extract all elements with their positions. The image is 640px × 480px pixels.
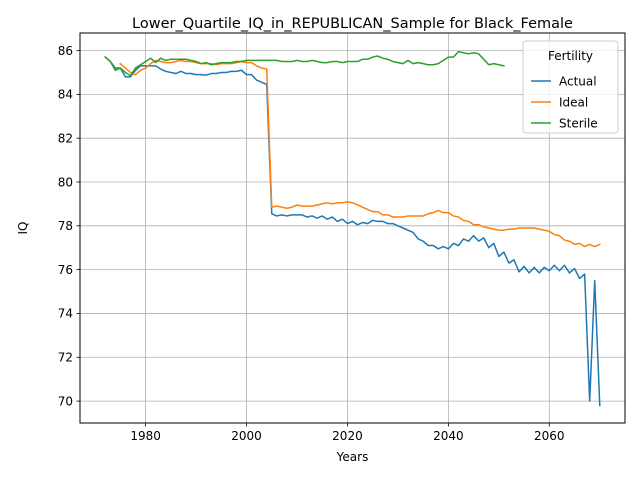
series-lines: [104, 50, 601, 407]
plot-frame: [79, 32, 626, 424]
series-line-sterile: [104, 50, 505, 77]
y-tick-label: 84: [58, 88, 73, 102]
legend-label-actual: Actual: [559, 74, 597, 88]
chart-title: Lower_Quartile_IQ_in_REPUBLICAN_Sample f…: [132, 16, 573, 32]
axis-ticks: 1980 2000 2020 2040 2060 70 72 74 76 78 80 82 84 86: [58, 44, 565, 443]
x-tick-label: 2000: [231, 429, 262, 443]
y-tick-label: 76: [58, 263, 73, 277]
series-line-actual: [104, 56, 601, 407]
legend-title: Fertility: [548, 49, 593, 63]
x-tick-label: 2020: [332, 429, 363, 443]
x-tick-label: 2060: [534, 429, 565, 443]
x-tick-label: 1980: [130, 429, 161, 443]
legend-box: [522, 40, 619, 134]
y-tick-label: 70: [58, 394, 73, 408]
y-tick-label: 82: [58, 131, 73, 145]
grid: [80, 33, 625, 423]
legend-entries: Actual Ideal Sterile: [531, 74, 598, 130]
y-tick-label: 86: [58, 44, 73, 58]
legend-label-ideal: Ideal: [559, 95, 588, 109]
x-axis-label: Years: [336, 450, 369, 464]
y-axis-label: IQ: [16, 222, 30, 235]
x-tick-label: 2040: [433, 429, 464, 443]
y-tick-label: 80: [58, 175, 73, 189]
y-tick-label: 72: [58, 351, 73, 365]
legend: Fertility Actual Ideal Sterile: [522, 40, 619, 134]
y-tick-label: 78: [58, 219, 73, 233]
y-tick-label: 74: [58, 307, 73, 321]
legend-label-sterile: Sterile: [559, 116, 598, 130]
